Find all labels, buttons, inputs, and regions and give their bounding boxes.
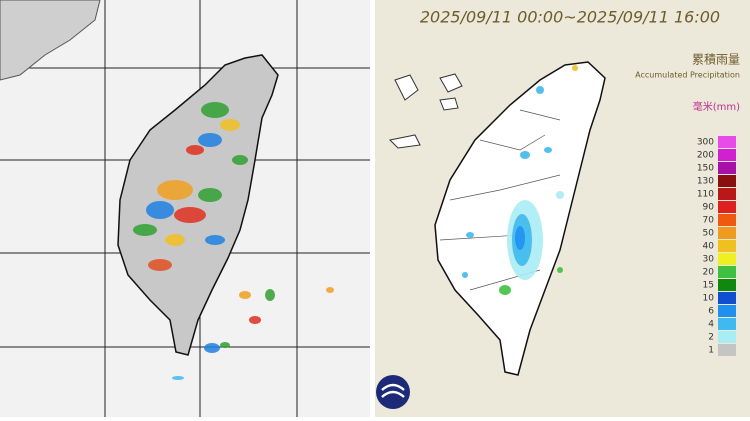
legend-label: 110 xyxy=(697,190,714,200)
echo xyxy=(172,376,184,380)
echo xyxy=(198,133,222,147)
legend-swatch xyxy=(718,292,736,304)
islands xyxy=(388,73,463,149)
legend-label: 130 xyxy=(697,177,714,187)
echo xyxy=(326,287,334,293)
legend-swatch xyxy=(718,201,736,213)
echo xyxy=(146,201,174,219)
legend-swatch xyxy=(718,253,736,265)
rain-area xyxy=(515,226,525,250)
legend-swatch xyxy=(718,162,736,174)
legend-label: 50 xyxy=(703,229,715,239)
legend-label: 70 xyxy=(703,216,715,226)
rain-areas xyxy=(462,65,578,295)
echo xyxy=(133,224,157,236)
echo xyxy=(205,235,225,245)
legend-label: 10 xyxy=(703,294,715,304)
legend-swatch xyxy=(718,331,736,343)
echo xyxy=(204,343,220,353)
legend-label: 2 xyxy=(708,333,714,343)
rain-area xyxy=(499,285,511,295)
legend-label: 30 xyxy=(703,255,715,265)
rain-area xyxy=(466,232,474,238)
legend-unit: 毫米(mm) xyxy=(693,100,740,113)
legend-swatch xyxy=(718,279,736,291)
echo xyxy=(239,291,251,299)
echo xyxy=(220,119,240,131)
echo xyxy=(165,234,185,246)
rain-area xyxy=(462,272,468,278)
echo xyxy=(265,289,275,301)
legend-label: 300 xyxy=(697,138,714,148)
taiwan-island xyxy=(117,54,279,356)
legend-swatch xyxy=(718,240,736,252)
legend-subtitle: Accumulated Precipitation xyxy=(635,71,740,80)
echo xyxy=(174,207,206,223)
echo xyxy=(148,259,172,271)
legend-label: 40 xyxy=(703,242,715,252)
legend-label: 200 xyxy=(697,151,714,161)
legend-swatch xyxy=(718,175,736,187)
cwa-logo-waves xyxy=(381,383,405,398)
echo xyxy=(249,316,261,324)
legend-swatch xyxy=(718,305,736,317)
echo xyxy=(198,188,222,202)
rain-area xyxy=(544,147,552,153)
legend-swatch xyxy=(718,227,736,239)
echo xyxy=(157,180,193,200)
rain-area xyxy=(557,267,563,273)
legend-label: 150 xyxy=(697,164,714,174)
rain-area xyxy=(572,65,578,71)
rain-area xyxy=(520,151,530,159)
legend-swatch xyxy=(718,344,736,356)
legend-label: 6 xyxy=(708,307,714,317)
legend-title: 累積雨量 xyxy=(692,52,740,67)
legend-label: 20 xyxy=(703,268,715,278)
map-title: 2025/09/11 00:00~2025/09/11 16:00 xyxy=(420,8,720,27)
echo xyxy=(201,102,229,118)
legend-label: 15 xyxy=(703,281,714,291)
legend-label: 90 xyxy=(703,203,715,213)
rain-area xyxy=(556,191,564,199)
county-borders xyxy=(439,109,561,291)
echo xyxy=(220,342,230,348)
echo xyxy=(186,145,204,155)
rain-area xyxy=(536,86,544,94)
legend-swatch xyxy=(718,318,736,330)
mainland-coast xyxy=(0,0,101,81)
legend-swatch xyxy=(718,266,736,278)
legend-swatch xyxy=(718,214,736,226)
radar-echoes xyxy=(133,102,334,380)
legend-swatch xyxy=(718,149,736,161)
legend-swatch xyxy=(718,136,736,148)
legend-swatch xyxy=(718,188,736,200)
echo xyxy=(232,155,248,165)
legend-label: 4 xyxy=(708,320,714,330)
legend-label: 1 xyxy=(708,346,714,356)
